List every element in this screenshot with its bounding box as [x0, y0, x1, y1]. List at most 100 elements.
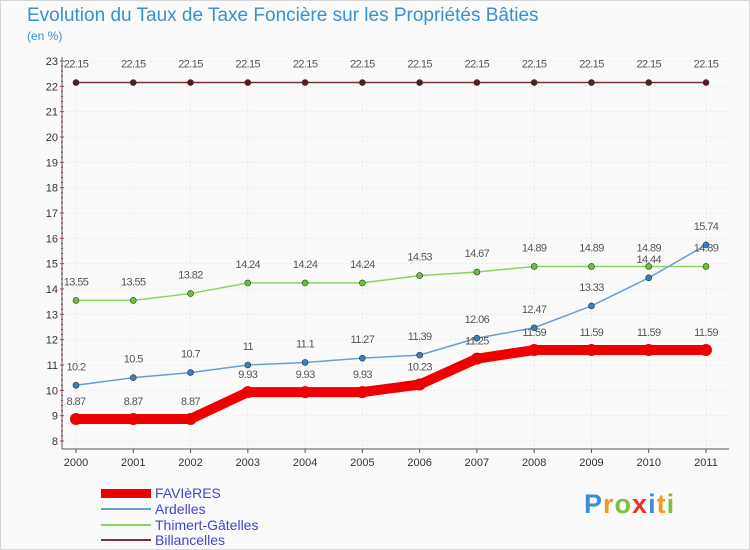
data-label: 14.53: [407, 252, 432, 264]
data-point: [645, 263, 653, 270]
data-point: [528, 344, 541, 357]
data-point: [416, 272, 423, 279]
y-tick-label: 13: [46, 309, 58, 321]
legend-swatch: [101, 539, 151, 541]
data-label: 8.87: [124, 396, 143, 408]
data-label: 10.7: [181, 349, 200, 361]
data-point: [645, 79, 653, 86]
data-label: 14.89: [636, 242, 661, 254]
data-label: 10.5: [124, 354, 143, 366]
y-tick-label: 14: [46, 284, 58, 296]
data-label: 13.82: [178, 270, 203, 282]
data-label: 9.93: [353, 369, 372, 381]
y-ticks: 8 9 10 11 12 13 14 15 16 17 18 19 20 21 22 23: [46, 56, 58, 448]
series-line: [71, 345, 711, 424]
data-label: 14.24: [350, 259, 375, 271]
data-label: 14.67: [465, 248, 490, 260]
data-point: [413, 378, 426, 391]
data-point: [473, 268, 481, 276]
y-tick-label: 23: [46, 56, 58, 68]
data-label: 11.59: [637, 327, 661, 339]
x-tick-label: 2006: [407, 457, 431, 469]
data-point: [588, 263, 595, 270]
data-label: 22.15: [350, 59, 375, 71]
y-tick-label: 15: [46, 259, 58, 271]
data-point: [700, 344, 712, 357]
data-point: [473, 79, 481, 86]
y-tick-label: 17: [46, 208, 58, 220]
data-point: [702, 263, 710, 270]
data-point: [530, 79, 538, 86]
x-tick-label: 2005: [350, 457, 374, 469]
data-point: [241, 386, 254, 399]
x-tick-label: 2008: [522, 457, 546, 469]
logo-letter: i: [648, 489, 657, 519]
data-label: 22.15: [236, 59, 261, 71]
data-point: [244, 79, 252, 86]
data-point: [702, 79, 710, 86]
data-label: 11.39: [408, 331, 432, 343]
x-tick-label: 2001: [121, 457, 145, 469]
data-point: [187, 79, 194, 86]
data-point: [359, 279, 366, 287]
data-point: [187, 369, 194, 376]
data-label: 12.06: [465, 314, 490, 326]
y-tick-label: 16: [46, 233, 58, 245]
data-label: 10.23: [407, 362, 432, 374]
data-point: [129, 374, 137, 381]
data-label: 11.25: [465, 336, 489, 348]
series-line: [75, 265, 707, 302]
legend-label: Ardelles: [155, 501, 206, 517]
x-tick-label: 2000: [64, 457, 88, 469]
data-label: 22.15: [64, 59, 89, 71]
data-point: [356, 386, 369, 399]
data-point: [72, 79, 80, 86]
y-tick-label: 8: [52, 436, 58, 448]
data-point: [129, 79, 137, 86]
x-ticks: 2000 2001 2002 2003 2004 2005 2006 2007 2008 2009…: [64, 457, 718, 469]
data-label: 14.89: [579, 242, 604, 254]
legend-item-ardelles: Ardelles: [101, 501, 206, 517]
data-point: [301, 79, 309, 86]
data-label: 15.74: [694, 221, 719, 233]
data-label: 22.15: [522, 59, 547, 71]
logo-letter: r: [603, 489, 615, 519]
data-point: [473, 334, 481, 342]
data-point: [588, 302, 595, 310]
legend-item-favieres: FAVIèRES: [101, 485, 221, 501]
y-tick-label: 20: [46, 132, 58, 144]
data-label: 13.55: [64, 276, 89, 288]
y-tick-label: 18: [46, 183, 58, 195]
data-label: 8.87: [66, 396, 85, 408]
data-label: 14.24: [236, 259, 261, 271]
data-point: [359, 354, 366, 362]
data-point: [642, 344, 655, 357]
data-point: [702, 241, 710, 249]
y-tick-label: 19: [46, 157, 58, 169]
x-tick-label: 2011: [694, 457, 718, 469]
data-label: 14.89: [522, 242, 547, 254]
y-tick-label: 22: [46, 81, 58, 93]
data-point: [301, 359, 309, 366]
logo-letter: x: [632, 489, 649, 519]
data-point: [416, 351, 423, 359]
y-tick-label: 11: [47, 360, 58, 372]
data-label: 14.24: [293, 259, 318, 271]
y-tick-label: 12: [46, 335, 58, 347]
data-label: 14.44: [636, 254, 661, 266]
series-line: [75, 244, 707, 387]
x-tick-label: 2009: [579, 457, 603, 469]
data-label: 11.59: [694, 327, 718, 339]
logo-letter: P: [584, 489, 604, 519]
data-point: [359, 79, 366, 86]
data-label: 14.89: [694, 242, 719, 254]
x-tick-label: 2007: [465, 457, 489, 469]
data-point: [70, 412, 82, 425]
x-tick-label: 2010: [636, 457, 660, 469]
chart-title: Evolution du Taux de Taxe Foncière sur l…: [27, 5, 539, 26]
data-label: 11: [243, 341, 254, 353]
data-label: 11.59: [522, 327, 546, 339]
logo-letter: o: [614, 489, 633, 519]
